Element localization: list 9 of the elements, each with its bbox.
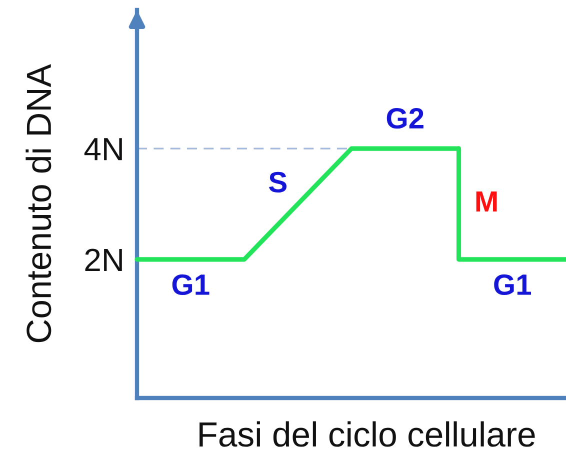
y-tick-label: 2N <box>85 248 122 272</box>
y-tick-label: 4N <box>84 138 122 160</box>
annotation: G2 <box>386 108 424 129</box>
annotation: M <box>476 191 497 212</box>
y-axis-title: Contenuto di DNA <box>26 64 52 342</box>
x-axis-title: Fasi del ciclo cellulare <box>200 421 535 447</box>
annotation: G1 <box>494 274 532 296</box>
annotation: G1 <box>172 274 210 296</box>
annotation: S <box>269 172 286 193</box>
